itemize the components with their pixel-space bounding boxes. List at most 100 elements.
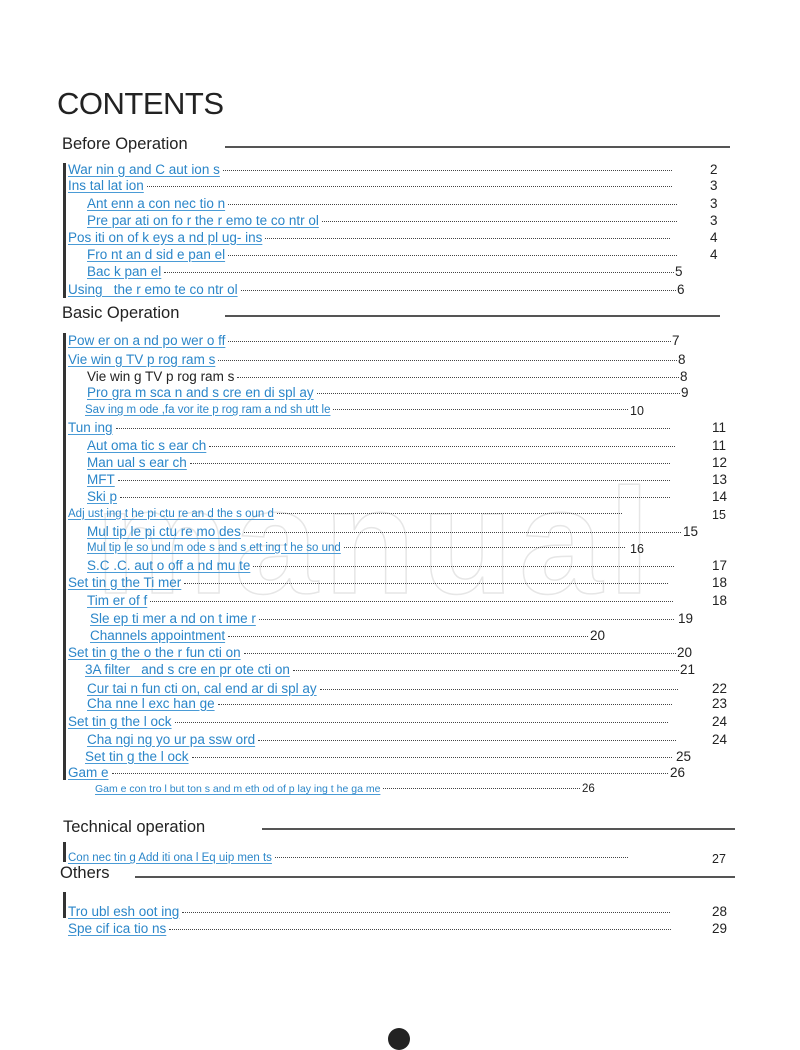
toc-entry[interactable]: Channels appointment	[90, 628, 588, 643]
toc-page-number: 5	[675, 263, 683, 279]
toc-entry-link[interactable]: Con nec tin g Add iti ona l Eq uip men t…	[68, 851, 272, 864]
toc-entry-link[interactable]: Channels appointment	[90, 627, 226, 643]
toc-entry-link[interactable]: Tim er of f	[87, 592, 148, 608]
toc-entry[interactable]: Mul tip le so und m ode s and s ett ing …	[87, 542, 625, 554]
dot-leader	[228, 254, 677, 256]
toc-entry-link[interactable]: Vie win g TV p rog ram s	[68, 351, 216, 367]
toc-entry-link[interactable]: Bac k pan el	[87, 263, 162, 279]
toc-entry-link[interactable]: Fro nt an d sid e pan el	[87, 246, 226, 262]
toc-entry-link[interactable]: Mul tip le so und m ode s and s ett ing …	[87, 541, 341, 554]
toc-entry[interactable]: Con nec tin g Add iti ona l Eq uip men t…	[68, 852, 628, 864]
toc-entry-link[interactable]: S.C .C. aut o off a nd mu te	[87, 557, 251, 573]
toc-entry[interactable]: Pre par ati on fo r the r emo te co ntr …	[87, 213, 677, 228]
toc-entry-link[interactable]: Gam e	[68, 764, 109, 780]
toc-entry[interactable]: Pow er on a nd po wer o ff	[68, 333, 671, 348]
toc-entry-link[interactable]: Ant enn a con nec tio n	[87, 195, 226, 211]
toc-entry-link[interactable]: Set tin g the l ock	[85, 748, 189, 764]
toc-entry-link[interactable]: Tun ing	[68, 419, 113, 435]
toc-entry[interactable]: Tun ing	[68, 420, 670, 435]
toc-entry[interactable]: Mul tip le pi ctu re mo des	[87, 524, 681, 539]
dot-leader	[258, 739, 676, 741]
dot-leader	[191, 756, 672, 758]
toc-entry[interactable]: Set tin g the l ock	[68, 714, 668, 729]
toc-entry[interactable]: Tim er of f	[87, 593, 673, 608]
toc-entry-link[interactable]: Using the r emo te co ntr ol	[68, 281, 238, 297]
toc-entry[interactable]: Vie win g TV p rog ram s	[68, 352, 677, 367]
toc-entry[interactable]: Set tin g the Ti mer	[68, 575, 668, 590]
toc-entry-link[interactable]: Spe cif ica tio ns	[68, 920, 167, 936]
toc-entry[interactable]: Set tin g the o the r fun cti on	[68, 645, 676, 660]
dot-leader	[243, 531, 681, 533]
toc-entry-link[interactable]: Set tin g the l ock	[68, 713, 172, 729]
toc-page-number: 4	[710, 246, 718, 262]
toc-entry[interactable]: Pos iti on of k eys a nd pl ug- ins	[68, 230, 670, 245]
toc-entry-link[interactable]: Sav ing m ode ,fa vor ite p rog ram a nd…	[85, 403, 331, 416]
toc-entry-link[interactable]: Aut oma tic s ear ch	[87, 437, 207, 453]
toc-entry[interactable]: Bac k pan el	[87, 264, 674, 279]
toc-entry[interactable]: Man ual s ear ch	[87, 455, 670, 470]
dot-leader	[150, 600, 673, 602]
toc-entry[interactable]: Gam e	[68, 765, 668, 780]
toc-entry-link[interactable]: Gam e con tro l but ton s and m eth od o…	[95, 783, 381, 796]
toc-entry[interactable]: Set tin g the l ock	[85, 749, 672, 764]
toc-entry[interactable]: Gam e con tro l but ton s and m eth od o…	[95, 783, 580, 795]
dot-leader	[253, 565, 674, 567]
toc-entry-link[interactable]: Sle ep ti mer a nd on t ime r	[90, 610, 256, 626]
dot-leader	[319, 688, 678, 690]
toc-entry[interactable]: Ins tal lat ion	[68, 178, 672, 193]
toc-entry[interactable]: Fro nt an d sid e pan el	[87, 247, 677, 262]
toc-page-number: 3	[710, 177, 718, 193]
toc-entry[interactable]: Using the r emo te co ntr ol	[68, 282, 676, 297]
toc-entry-link[interactable]: Cha ngi ng yo ur pa ssw ord	[87, 731, 256, 747]
toc-entry[interactable]: MFT	[87, 472, 670, 487]
toc-entry[interactable]: Pro gra m sca n and s cre en di spl ay	[87, 385, 680, 400]
toc-entry[interactable]: Sav ing m ode ,fa vor ite p rog ram a nd…	[85, 404, 628, 416]
dot-leader	[243, 652, 676, 654]
toc-entry-link[interactable]: Ski p	[87, 488, 118, 504]
toc-entry[interactable]: Adj ust ing t he pi ctu re an d the s ou…	[68, 508, 622, 520]
toc-entry[interactable]: War nin g and C aut ion s	[68, 162, 672, 177]
toc-entry[interactable]: Cha nne l exc han ge	[87, 696, 672, 711]
toc-entry[interactable]: Spe cif ica tio ns	[68, 921, 671, 936]
dot-leader	[146, 185, 672, 187]
toc-entry-link[interactable]: MFT	[87, 471, 115, 487]
toc-entry-link[interactable]: Tro ubl esh oot ing	[68, 903, 180, 919]
dot-leader	[217, 703, 672, 705]
toc-entry[interactable]: Aut oma tic s ear ch	[87, 438, 675, 453]
toc-entry-link[interactable]: Pro gra m sca n and s cre en di spl ay	[87, 384, 314, 400]
dot-leader	[209, 445, 675, 447]
toc-entry-link[interactable]: Pow er on a nd po wer o ff	[68, 332, 226, 348]
toc-entry-link[interactable]: Pre par ati on fo r the r emo te co ntr …	[87, 212, 319, 228]
toc-entry-link[interactable]: Set tin g the Ti mer	[68, 574, 182, 590]
toc-entry[interactable]: Sle ep ti mer a nd on t ime r	[90, 611, 674, 626]
toc-page-number: 9	[681, 384, 689, 400]
toc-entry[interactable]: Tro ubl esh oot ing	[68, 904, 670, 919]
toc-entry-link[interactable]: 3A filter and s cre en pr ote cti on	[85, 661, 290, 677]
toc-entry[interactable]: Vie win g TV p rog ram s	[87, 369, 679, 384]
dot-leader	[383, 788, 580, 790]
dot-leader	[189, 462, 670, 464]
toc-page-number: 15	[712, 507, 726, 522]
toc-page-number: 16	[630, 541, 644, 556]
toc-page-number: 12	[712, 454, 728, 470]
toc-entry-link[interactable]: Man ual s ear ch	[87, 454, 187, 470]
toc-entry-link[interactable]: Vie win g TV p rog ram s	[87, 368, 235, 384]
toc-entry-link[interactable]: Adj ust ing t he pi ctu re an d the s ou…	[68, 507, 274, 520]
toc-page-number: 11	[712, 437, 727, 453]
toc-entry-link[interactable]: Cha nne l exc han ge	[87, 695, 215, 711]
toc-entry-link[interactable]: Cur tai n fun cti on, cal end ar di spl …	[87, 680, 317, 696]
toc-entry[interactable]: Ant enn a con nec tio n	[87, 196, 677, 211]
toc-entry[interactable]: 3A filter and s cre en pr ote cti on	[85, 662, 679, 677]
dot-leader	[120, 496, 670, 498]
toc-entry-link[interactable]: Ins tal lat ion	[68, 177, 144, 193]
toc-entry[interactable]: S.C .C. aut o off a nd mu te	[87, 558, 674, 573]
toc-entry[interactable]: Cur tai n fun cti on, cal end ar di spl …	[87, 681, 678, 696]
toc-entry[interactable]: Cha ngi ng yo ur pa ssw ord	[87, 732, 676, 747]
toc-entry-link[interactable]: Mul tip le pi ctu re mo des	[87, 523, 241, 539]
dot-leader	[228, 635, 588, 637]
toc-entry-link[interactable]: Pos iti on of k eys a nd pl ug- ins	[68, 229, 263, 245]
toc-entry-link[interactable]: Set tin g the o the r fun cti on	[68, 644, 241, 660]
toc-entry[interactable]: Ski p	[87, 489, 670, 504]
toc-entry-link[interactable]: War nin g and C aut ion s	[68, 161, 220, 177]
toc-page-number: 19	[678, 610, 694, 626]
